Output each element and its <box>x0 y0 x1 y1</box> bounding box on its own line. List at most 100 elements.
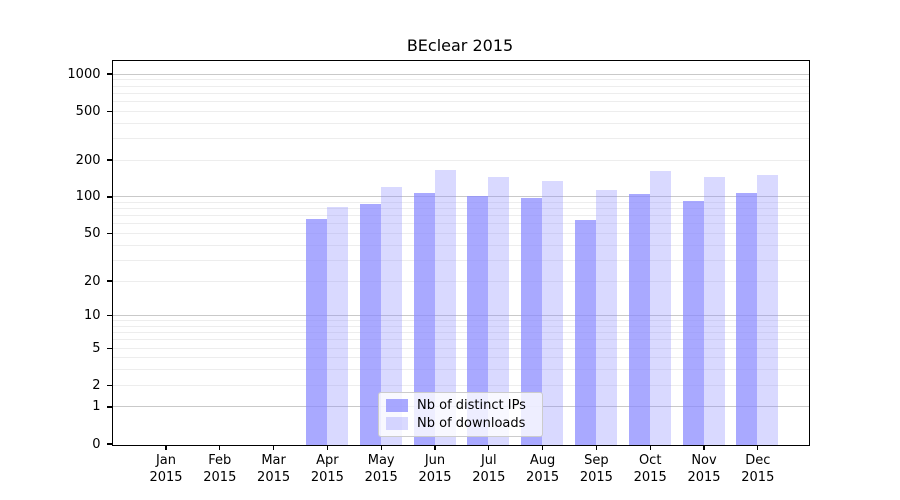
major-gridline <box>112 73 809 75</box>
legend-swatch-downloads <box>386 416 408 430</box>
minor-gridline <box>112 357 809 359</box>
x-tick-mark <box>703 445 705 450</box>
y-tick-label: 200 <box>75 152 101 168</box>
bar-distinct-ips-may <box>359 203 381 445</box>
x-tick-mark <box>380 445 382 450</box>
x-tick-month: Apr <box>316 453 339 468</box>
bar-distinct-ips-apr <box>305 218 327 445</box>
legend-entry-distinct-ips: Nb of distinct IPs <box>386 398 535 413</box>
legend-entry-downloads: Nb of downloads <box>386 416 535 431</box>
minor-gridline <box>112 223 809 225</box>
bar-distinct-ips-dec <box>736 192 758 445</box>
x-tick-year: 2015 <box>257 469 291 485</box>
bar-distinct-ips-oct <box>628 194 650 445</box>
bar-distinct-ips-aug <box>521 198 543 445</box>
y-tick-label: 10 <box>83 308 101 324</box>
y-tick-mark <box>107 443 112 445</box>
x-tick-month: Feb <box>208 453 232 468</box>
y-tick-mark <box>107 73 112 75</box>
y-tick-mark <box>107 406 112 408</box>
minor-gridline <box>112 259 809 261</box>
bar-downloads-aug <box>542 180 564 445</box>
x-tick-label: Mar 2015 <box>246 453 302 486</box>
y-tick-mark <box>107 280 112 282</box>
x-tick-label: Jul 2015 <box>461 453 517 486</box>
minor-gridline <box>112 369 809 371</box>
x-tick-label: Apr 2015 <box>299 453 355 486</box>
minor-gridline <box>112 233 809 234</box>
bar-downloads-dec <box>757 175 779 445</box>
y-tick-label: 50 <box>83 226 101 241</box>
major-gridline <box>112 196 809 198</box>
y-tick-label: 100 <box>75 189 101 205</box>
x-tick-label: May 2015 <box>353 453 409 486</box>
x-tick-year: 2015 <box>687 469 721 485</box>
x-tick-label: Feb 2015 <box>192 453 248 486</box>
minor-gridline <box>112 320 809 322</box>
minor-gridline <box>112 137 809 139</box>
x-tick-mark <box>219 445 221 450</box>
minor-gridline <box>112 244 809 246</box>
x-tick-label: Oct 2015 <box>622 453 678 486</box>
bar-downloads-jul <box>488 176 510 445</box>
x-tick-year: 2015 <box>472 469 506 485</box>
bar-downloads-nov <box>703 176 725 445</box>
x-tick-year: 2015 <box>579 469 613 485</box>
minor-gridline <box>112 122 809 124</box>
minor-gridline <box>112 280 809 282</box>
minor-gridline <box>112 92 809 94</box>
x-tick-mark <box>273 445 275 450</box>
y-tick-mark <box>107 347 112 349</box>
x-tick-month: Mar <box>261 453 286 468</box>
x-tick-label: Aug 2015 <box>515 453 571 486</box>
plot-area <box>111 59 810 446</box>
x-tick-year: 2015 <box>633 469 667 485</box>
minor-gridline <box>112 159 809 161</box>
minor-gridline <box>112 85 809 87</box>
x-tick-label: Sep 2015 <box>568 453 624 486</box>
y-tick-mark <box>107 315 112 317</box>
bar-downloads-jun <box>434 170 456 445</box>
x-tick-mark <box>434 445 436 450</box>
minor-gridline <box>112 339 809 341</box>
x-tick-label: Jan 2015 <box>138 453 194 486</box>
legend-label-downloads: Nb of downloads <box>417 415 526 431</box>
x-tick-year: 2015 <box>526 469 560 485</box>
x-tick-mark <box>488 445 490 450</box>
minor-gridline <box>112 325 809 327</box>
x-tick-mark <box>649 445 651 450</box>
y-tick-label: 5 <box>92 340 101 356</box>
minor-gridline <box>112 215 809 217</box>
x-tick-month: Sep <box>584 453 609 468</box>
major-gridline <box>112 315 809 317</box>
x-tick-year: 2015 <box>149 469 183 485</box>
minor-gridline <box>112 100 809 102</box>
y-tick-mark <box>107 159 112 161</box>
x-tick-month: Jan <box>155 453 177 468</box>
y-tick-label: 0 <box>92 436 101 452</box>
x-tick-year: 2015 <box>418 469 452 485</box>
x-tick-month: Jun <box>424 453 446 468</box>
bar-downloads-sep <box>595 189 617 445</box>
x-tick-month: Dec <box>745 453 771 468</box>
y-tick-label: 500 <box>75 103 101 119</box>
y-tick-mark <box>107 110 112 112</box>
y-tick-mark <box>107 232 112 235</box>
minor-gridline <box>112 202 809 203</box>
x-tick-mark <box>165 445 167 450</box>
minor-gridline <box>112 384 809 386</box>
bar-distinct-ips-sep <box>574 220 596 445</box>
minor-gridline <box>112 208 809 210</box>
bar-downloads-may <box>380 186 402 445</box>
y-tick-label: 20 <box>83 273 101 289</box>
x-tick-label: Dec 2015 <box>730 453 786 486</box>
x-tick-label: Nov 2015 <box>676 453 732 486</box>
bar-distinct-ips-jun <box>413 193 435 445</box>
y-tick-mark <box>107 384 112 386</box>
y-tick-label: 1000 <box>67 66 101 82</box>
minor-gridline <box>112 347 809 349</box>
x-tick-mark <box>542 445 544 450</box>
x-tick-month: Nov <box>691 453 717 468</box>
y-tick-mark <box>107 196 112 198</box>
